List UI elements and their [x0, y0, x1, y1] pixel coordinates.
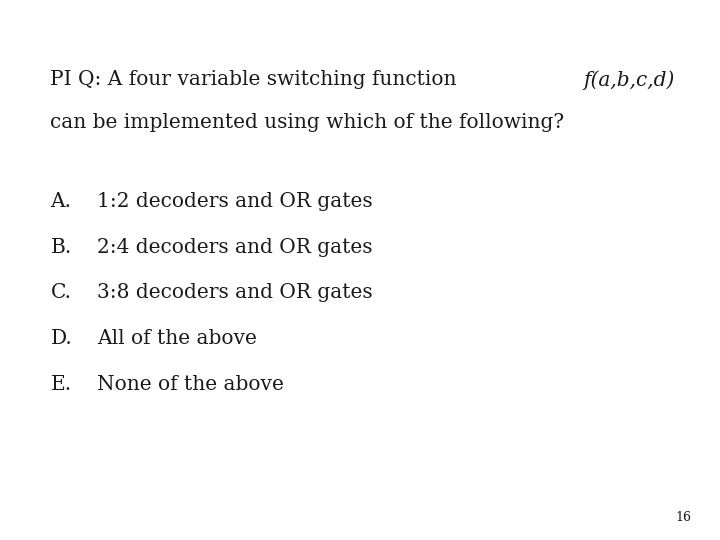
Text: A.: A.	[50, 192, 71, 211]
Text: 2:4 decoders and OR gates: 2:4 decoders and OR gates	[97, 238, 373, 256]
Text: can be implemented using which of the following?: can be implemented using which of the fo…	[50, 113, 564, 132]
Text: C.: C.	[50, 284, 71, 302]
Text: B.: B.	[50, 238, 72, 256]
Text: 1:2 decoders and OR gates: 1:2 decoders and OR gates	[97, 192, 373, 211]
Text: f(a,b,c,d): f(a,b,c,d)	[583, 70, 675, 90]
Text: PI Q: A four variable switching function: PI Q: A four variable switching function	[50, 70, 463, 89]
Text: E.: E.	[50, 375, 71, 394]
Text: 16: 16	[675, 511, 691, 524]
Text: 3:8 decoders and OR gates: 3:8 decoders and OR gates	[97, 284, 373, 302]
Text: None of the above: None of the above	[97, 375, 284, 394]
Text: D.: D.	[50, 329, 72, 348]
Text: All of the above: All of the above	[97, 329, 257, 348]
